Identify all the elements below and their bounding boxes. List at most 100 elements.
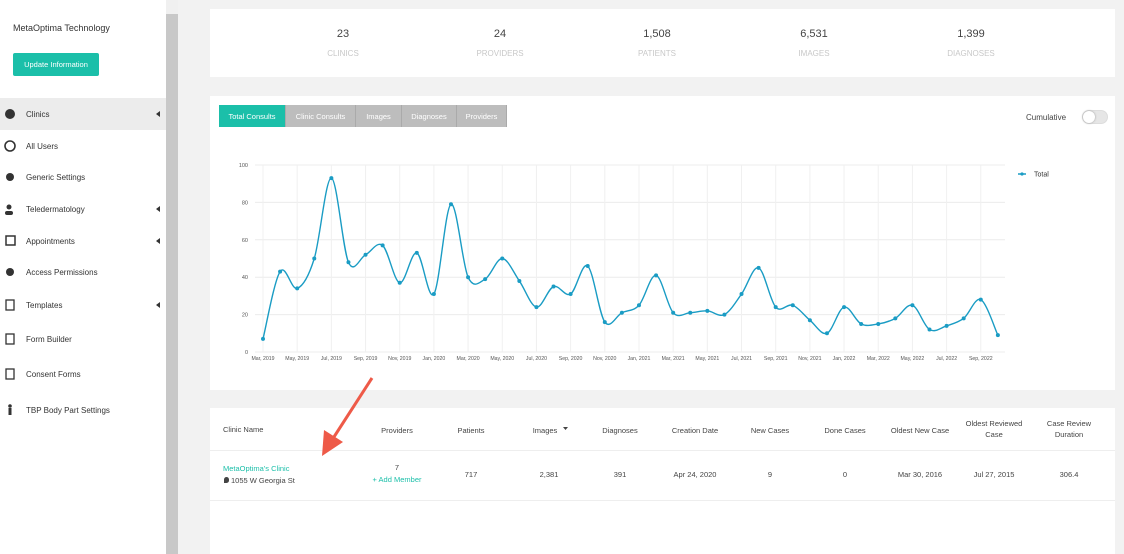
table-header[interactable]: Images <box>532 426 558 435</box>
point <box>961 316 966 321</box>
table-header[interactable]: New Cases <box>750 426 790 435</box>
x-tick-label: Nov, 2020 <box>593 356 616 362</box>
tab[interactable]: Images <box>356 105 402 127</box>
table-card: Clinic Name Providers Patients Images Diagno… <box>210 408 1115 554</box>
x-tick-label: Sep, 2021 <box>764 356 788 362</box>
point <box>944 323 949 328</box>
sidebar-item[interactable]: Templates <box>26 300 63 310</box>
scrollbar-top <box>166 0 178 14</box>
annotation-arrow <box>322 377 374 456</box>
icon <box>8 408 12 415</box>
point <box>551 284 556 289</box>
stat-value: 1,399 <box>957 28 985 40</box>
stat-label: DIAGNOSES <box>947 49 995 58</box>
table-cell[interactable]: Mar 30, 2016 <box>897 470 943 479</box>
table-cell[interactable]: 2,381 <box>539 470 559 479</box>
icon <box>6 204 12 210</box>
point <box>824 331 829 336</box>
point <box>773 305 778 310</box>
tab[interactable]: Clinic Consults <box>286 105 356 127</box>
table-cell[interactable]: Jul 27, 2015 <box>973 470 1015 479</box>
stat-value: 6,531 <box>800 28 828 40</box>
sidebar-item[interactable]: Teledermatology <box>26 204 85 214</box>
sidebar-item[interactable]: Appointments <box>26 236 75 246</box>
legend-swatch-dot <box>1020 172 1024 176</box>
sidebar-item[interactable]: Clinics <box>26 109 50 119</box>
point <box>995 333 1000 338</box>
point <box>842 305 847 310</box>
table-cell[interactable]: 9 <box>767 470 773 479</box>
point <box>602 320 607 325</box>
point <box>397 280 402 285</box>
icon <box>5 299 15 311</box>
point <box>756 265 761 270</box>
clinic-name-link[interactable]: MetaOptima's Clinic <box>223 464 290 473</box>
point <box>859 321 864 326</box>
x-tick-label: May, 2020 <box>490 356 514 362</box>
y-tick-label: 40 <box>242 275 248 281</box>
tab[interactable]: Providers <box>457 105 507 127</box>
cumulative-label: Cumulative <box>1026 113 1067 122</box>
stat-label: CLINICS <box>327 49 359 58</box>
icon <box>4 140 16 152</box>
legend-label: Total <box>1034 172 1049 179</box>
providers-count: 7 <box>394 463 400 472</box>
sort-caret[interactable] <box>563 426 569 432</box>
point <box>893 316 898 321</box>
icon <box>5 333 15 345</box>
point <box>790 303 795 308</box>
point <box>380 243 385 248</box>
point <box>363 252 368 257</box>
sidebar-item[interactable]: Consent Forms <box>26 369 81 379</box>
cumulative-toggle[interactable] <box>1082 110 1108 124</box>
x-tick-label: Jul, 2019 <box>321 356 342 362</box>
scrollbar <box>166 0 178 554</box>
sidebar-item[interactable]: All Users <box>26 141 59 151</box>
table-header[interactable]: Oldest Reviewed Case <box>965 419 1023 439</box>
sidebar-item[interactable]: Access Permissions <box>26 267 98 277</box>
submenu-arrows <box>156 111 160 308</box>
point <box>876 321 881 326</box>
sidebar-item[interactable]: TBP Body Part Settings <box>26 405 110 415</box>
sidebar-item[interactable]: Generic Settings <box>26 172 86 182</box>
point <box>431 292 436 297</box>
point <box>329 176 334 181</box>
x-tick-label: Sep, 2019 <box>354 356 378 362</box>
table-header[interactable]: Creation Date <box>671 426 719 435</box>
point <box>705 308 710 313</box>
point <box>910 303 915 308</box>
table-cell[interactable]: 0 <box>842 470 848 479</box>
x-tick-label: Jul, 2021 <box>731 356 752 362</box>
table-cell[interactable]: 717 <box>464 470 478 479</box>
y-tick-label: 80 <box>242 200 248 206</box>
sidebar-item[interactable]: Form Builder <box>26 334 72 344</box>
point <box>261 336 265 341</box>
table-header[interactable]: Case Review Duration <box>1046 419 1092 439</box>
stat-value: 24 <box>493 28 507 40</box>
point <box>534 305 539 310</box>
table-cell[interactable]: 391 <box>613 470 627 479</box>
table-header[interactable]: Providers <box>381 426 413 435</box>
add-member-link[interactable]: + Add Member <box>372 475 422 484</box>
x-tick-label: Mar, 2022 <box>867 356 890 362</box>
point <box>448 202 453 207</box>
clinic-address: 1055 W Georgia St <box>231 476 295 485</box>
table-cell[interactable]: Apr 24, 2020 <box>673 470 717 479</box>
icon <box>6 173 14 181</box>
table-header[interactable]: Clinic Name <box>223 425 264 434</box>
point <box>619 310 624 315</box>
update-button[interactable]: Update Information <box>13 53 99 76</box>
stat-value: 1,508 <box>643 28 671 40</box>
table-cell[interactable]: 306.4 <box>1059 470 1079 479</box>
point <box>636 303 641 308</box>
tab[interactable]: Diagnoses <box>402 105 457 127</box>
y-tick-label: 20 <box>242 313 248 319</box>
table-header[interactable]: Diagnoses <box>602 426 638 435</box>
stats-card: 23 CLINICS 24 PROVIDERS 1,508 PATIENTS 6,531 IM… <box>210 9 1115 77</box>
tab[interactable]: Total Consults <box>219 105 286 127</box>
table-header[interactable]: Oldest New Case <box>890 426 950 435</box>
table-header[interactable]: Patients <box>457 426 485 435</box>
table-header[interactable]: Done Cases <box>824 426 866 435</box>
sidebar: MetaOptima Technology Update Information… <box>0 0 166 554</box>
